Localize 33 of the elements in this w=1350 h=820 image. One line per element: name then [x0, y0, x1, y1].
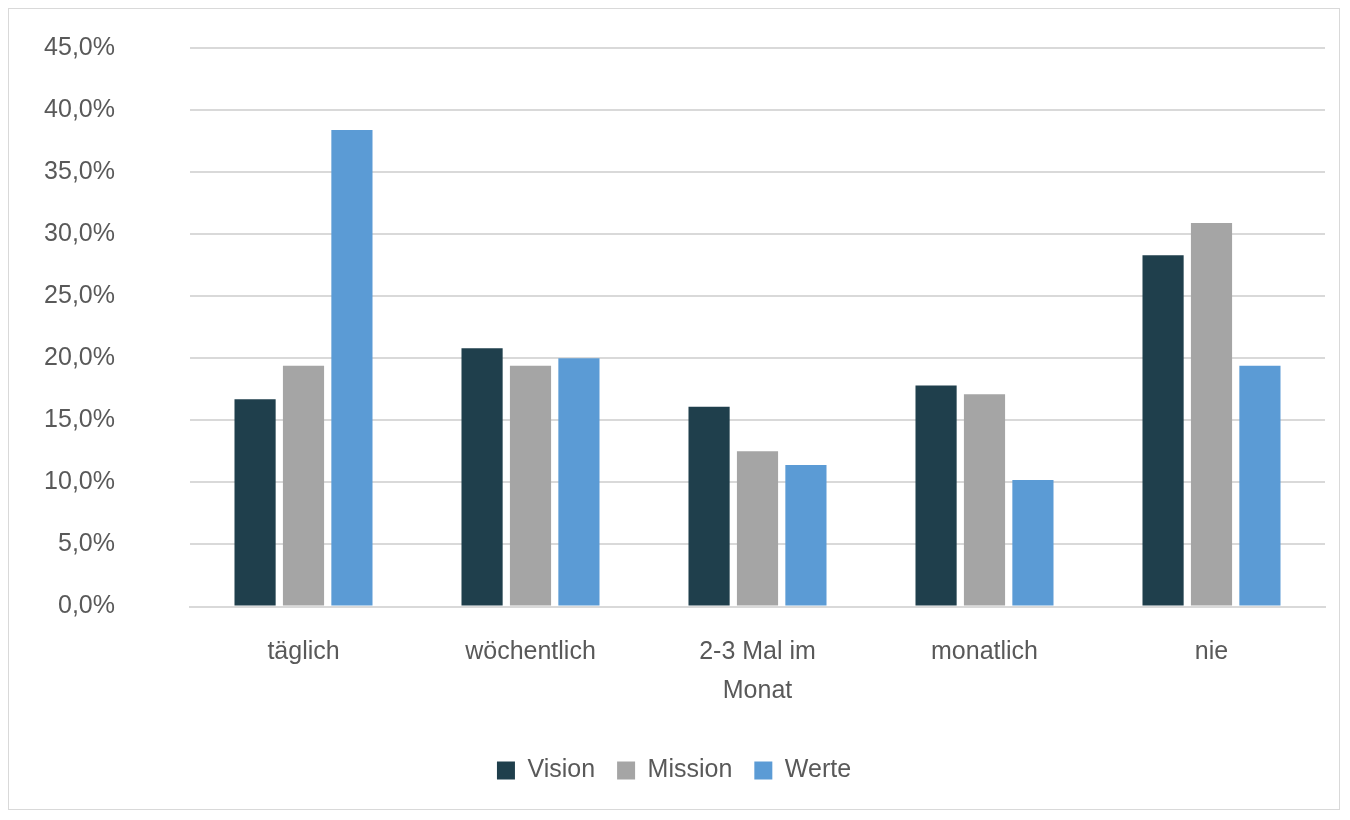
y-tick-label: 20,0% [44, 342, 115, 371]
bar [736, 451, 779, 606]
bar [688, 406, 730, 606]
x-tick-label: wöchentlich [464, 635, 596, 664]
bar [1239, 365, 1281, 606]
y-tick-label: 5,0% [58, 528, 115, 557]
y-tick-label: 0,0% [58, 590, 115, 619]
bar [915, 385, 957, 606]
bar [785, 465, 827, 606]
y-tick-label: 15,0% [44, 404, 115, 433]
bar [1012, 479, 1054, 606]
bar [1142, 255, 1184, 606]
bar [282, 365, 325, 606]
x-tick-label: 2-3 Mal im Monat [699, 635, 816, 703]
bar [1190, 223, 1233, 606]
y-tick-label: 25,0% [44, 280, 115, 309]
y-tick-label: 10,0% [44, 466, 115, 495]
legend-label: Mission [647, 754, 733, 783]
x-tick-label: nie [1194, 635, 1229, 664]
x-tick-label: täglich [267, 635, 340, 664]
bar [509, 365, 552, 606]
y-tick-label: 30,0% [44, 218, 115, 247]
y-tick-label: 40,0% [44, 93, 115, 122]
bar [234, 399, 276, 606]
bar [461, 348, 503, 606]
legend-label: Vision [527, 754, 596, 783]
y-tick-label: 45,0% [44, 31, 115, 60]
bar [963, 394, 1006, 606]
y-tick-label: 35,0% [44, 156, 115, 184]
x-tick-label: monatlich [931, 635, 1038, 664]
bar [331, 129, 373, 606]
bar [558, 358, 600, 606]
legend-label: Werte [784, 754, 852, 783]
